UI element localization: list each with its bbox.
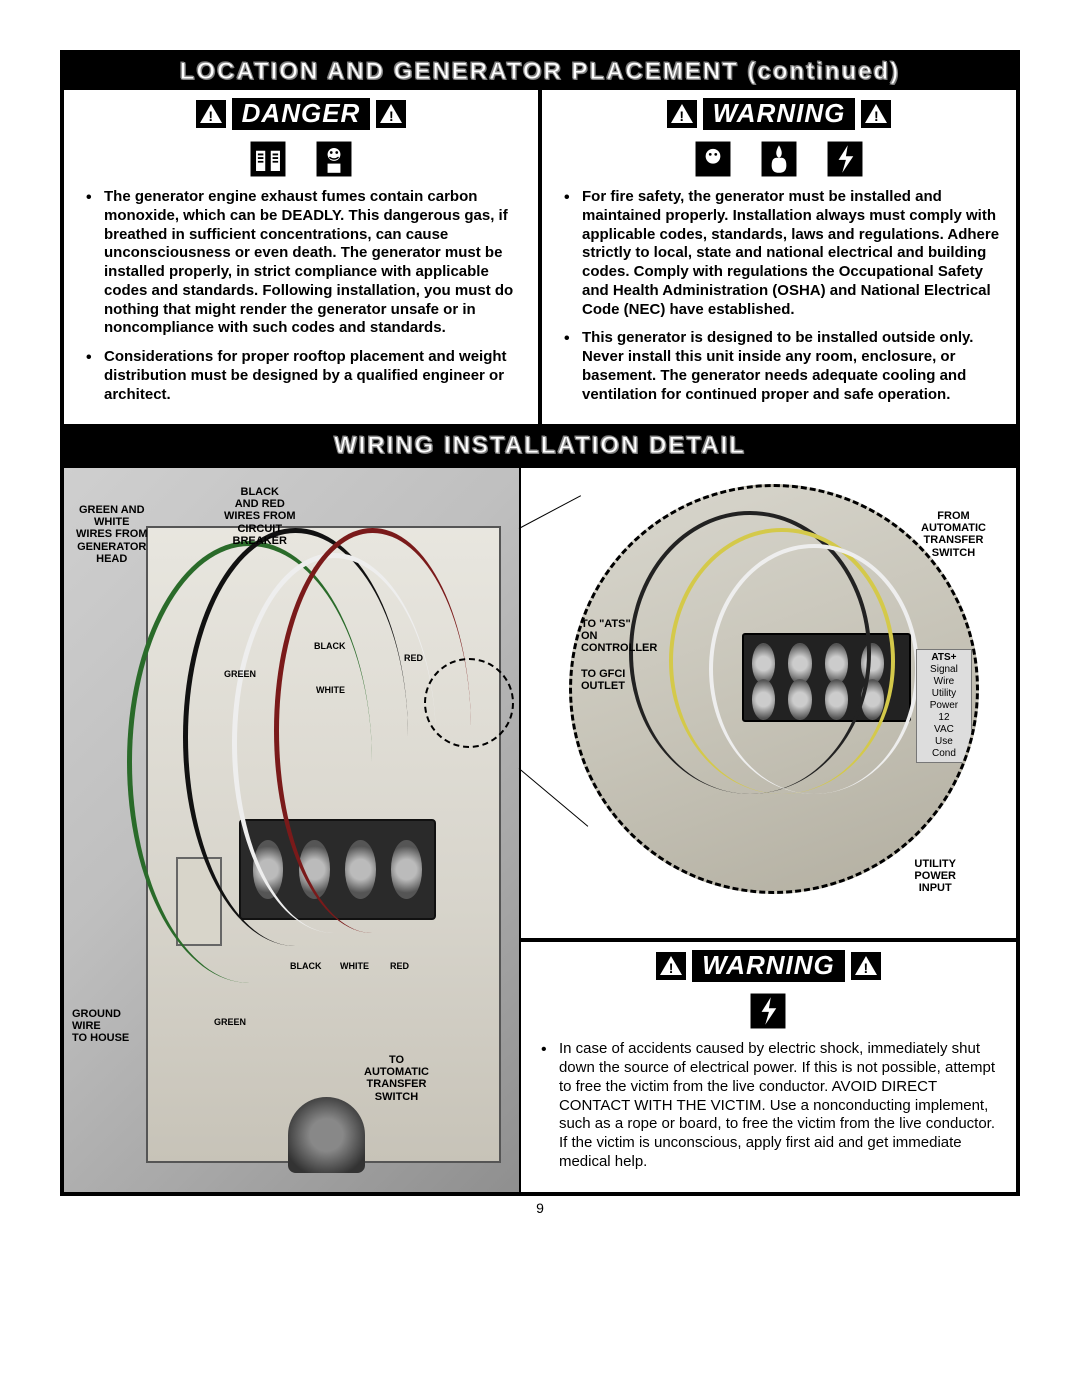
callout-from-ats: FROMAUTOMATICTRANSFERSWITCH (921, 510, 986, 558)
warning2-word: WARNING (692, 950, 845, 982)
leader-line (519, 768, 589, 827)
alert-triangle-icon (376, 100, 406, 128)
section-title-text: LOCATION AND GENERATOR PLACEMENT (contin… (180, 58, 900, 85)
warning1-bullet: This generator is designed to be install… (558, 329, 1000, 404)
callout-to-ats: TOAUTOMATICTRANSFERSWITCH (364, 1054, 429, 1102)
wiring-row: GREEN ANDWHITEWIRES FROMGENERATORHEAD BL… (64, 464, 1016, 1191)
alert-triangle-icon (861, 100, 891, 128)
danger-bullet: Considerations for proper rooftop placem… (80, 348, 522, 404)
warning1-bullet: For fire safety, the generator must be i… (558, 188, 1000, 319)
detail-circle: ATS+ SignalWire UtilityPower 12VAC UseCo… (569, 484, 979, 894)
ats-row: 12VAC (919, 712, 969, 736)
callout-term-black: BLACK (290, 962, 322, 972)
toxic-icon (690, 136, 736, 182)
danger-warning-row: DANGER The generator engine exhaust fume… (64, 90, 1016, 424)
danger-column: DANGER The generator engine exhaust fume… (64, 90, 542, 424)
section-title-location: LOCATION AND GENERATOR PLACEMENT (contin… (64, 54, 1016, 90)
warning1-word: WARNING (703, 98, 856, 130)
callout-green-white: GREEN ANDWHITEWIRES FROMGENERATORHEAD (76, 504, 148, 564)
shock-icon (822, 136, 868, 182)
callout-green: GREEN (224, 670, 256, 680)
photo-detail-marker (424, 658, 514, 748)
alert-triangle-icon (667, 100, 697, 128)
detail-wire (709, 544, 919, 794)
alert-triangle-icon (196, 100, 226, 128)
toxic-fumes-icon (311, 136, 357, 182)
callout-to-gfci: TO GFCIOUTLET (581, 668, 625, 692)
warning2-icons (529, 988, 1008, 1034)
danger-icons (74, 136, 528, 182)
callout-term-white: WHITE (340, 962, 369, 972)
detail-area: ATS+ SignalWire UtilityPower 12VAC UseCo… (521, 468, 1016, 938)
danger-bullets: The generator engine exhaust fumes conta… (74, 188, 528, 404)
fire-icon (756, 136, 802, 182)
callout-to-ats-ctrl: TO "ATS"ONCONTROLLER (581, 618, 657, 654)
warning2-box: WARNING In case of accidents caused by e… (521, 938, 1016, 1191)
danger-label-bar: DANGER (74, 98, 528, 130)
ats-label-panel: ATS+ SignalWire UtilityPower 12VAC UseCo… (916, 649, 972, 763)
callout-ground: GROUNDWIRETO HOUSE (72, 1008, 129, 1044)
danger-bullet: The generator engine exhaust fumes conta… (80, 188, 522, 338)
callout-black-red: BLACKAND REDWIRES FROMCIRCUITBREAKER (224, 486, 296, 546)
callout-utility: UTILITYPOWERINPUT (914, 858, 956, 894)
ats-row: UseCond (919, 736, 969, 760)
warning2-bullet: In case of accidents caused by electric … (535, 1040, 1002, 1171)
callout-red: RED (404, 654, 423, 664)
callout-term-green: GREEN (214, 1018, 246, 1028)
alert-triangle-icon (656, 952, 686, 980)
wiring-right-column: ATS+ SignalWire UtilityPower 12VAC UseCo… (521, 468, 1016, 1191)
junction-box (146, 526, 501, 1162)
wiring-photo: GREEN ANDWHITEWIRES FROMGENERATORHEAD BL… (64, 468, 521, 1191)
warning1-label-bar: WARNING (552, 98, 1006, 130)
callout-black: BLACK (314, 642, 346, 652)
page-frame: LOCATION AND GENERATOR PLACEMENT (contin… (60, 50, 1020, 1196)
read-manual-icon (245, 136, 291, 182)
warning1-bullets: For fire safety, the generator must be i… (552, 188, 1006, 404)
leader-line (519, 495, 581, 529)
warning2-bullets: In case of accidents caused by electric … (529, 1040, 1008, 1171)
warning1-icons (552, 136, 1006, 182)
wiring-title-text: WIRING INSTALLATION DETAIL (334, 432, 746, 459)
alert-triangle-icon (851, 952, 881, 980)
ats-row: SignalWire (919, 664, 969, 688)
callout-white: WHITE (316, 686, 345, 696)
warning2-label-bar: WARNING (529, 950, 1008, 982)
warning1-column: WARNING For fire safety, the generator m… (542, 90, 1016, 424)
section-title-wiring: WIRING INSTALLATION DETAIL (64, 424, 1016, 464)
callout-term-red: RED (390, 962, 409, 972)
page-number: 9 (60, 1200, 1020, 1216)
conduit (288, 1097, 365, 1173)
shock-icon (745, 988, 791, 1034)
danger-word: DANGER (232, 98, 371, 130)
ats-row: UtilityPower (919, 688, 969, 712)
ats-plus: ATS+ (919, 652, 969, 664)
